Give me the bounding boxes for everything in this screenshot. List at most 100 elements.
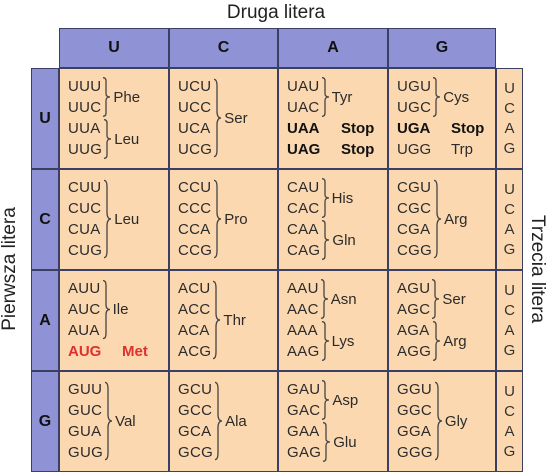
- amino-acid: Ile: [112, 301, 129, 318]
- brace: [102, 278, 111, 341]
- amino-acid: Gln: [332, 231, 356, 249]
- codon-list: GAU GAC: [287, 379, 320, 421]
- third-letter: A: [504, 422, 515, 440]
- codon: CGU: [397, 179, 432, 196]
- codon-group: CAU CAC His: [287, 177, 383, 219]
- codon-groups: UAU UAC Tyr UAA Stop UAG Stop: [287, 76, 383, 164]
- codon-group: GCU GCC GCA GCG Ala: [178, 379, 273, 463]
- third-letter: G: [503, 442, 516, 460]
- brace-icon: [321, 219, 330, 261]
- codon: UGC: [397, 99, 432, 116]
- brace-icon: [433, 177, 442, 261]
- brace: [321, 379, 330, 421]
- brace-icon: [213, 177, 222, 261]
- codon: UCG: [178, 141, 213, 158]
- brace-icon: [321, 320, 330, 362]
- brace: [104, 379, 113, 463]
- amino-acid: Ala: [225, 412, 247, 430]
- codon-groups: AAU AAC Asn AAA AAG Lys: [287, 278, 383, 366]
- amino-acid: Arg: [444, 210, 468, 228]
- codon: AGC: [397, 301, 431, 318]
- third-letter: A: [504, 321, 515, 339]
- codon-list: UUU UUC: [68, 76, 101, 118]
- codon-list: CCU CCC CCA CCG: [178, 177, 212, 261]
- codon-group: GUU GUC GUA GUG Val: [68, 379, 164, 463]
- codon: CCU: [178, 179, 212, 196]
- amino-acid: Stop: [341, 120, 375, 137]
- amino-acid: Leu: [114, 210, 140, 228]
- codon-groups: ACU ACC ACA ACG Thr: [178, 278, 273, 366]
- codon-group: GAA GAG Glu: [287, 421, 383, 463]
- second-letter-header: U: [59, 28, 169, 68]
- third-letter: A: [504, 220, 515, 238]
- third-letter: G: [503, 240, 516, 258]
- codon: ACU: [178, 280, 211, 297]
- brace: [320, 278, 329, 320]
- third-letter: U: [504, 382, 515, 400]
- codon: AGA: [397, 322, 430, 339]
- codon-cell: AGU AGC Ser AGA AGG Arg: [388, 270, 496, 371]
- codon-groups: GCU GCC GCA GCG Ala: [178, 379, 273, 467]
- codon-list: GGU GGC GGA GGG: [397, 379, 433, 463]
- codon-groups: AGU AGC Ser AGA AGG Arg: [397, 278, 491, 366]
- codon: GGU: [397, 381, 433, 398]
- codon-groups: AUU AUC AUA Ile AUG Met: [68, 278, 164, 366]
- codon-list: AGU AGC: [397, 278, 430, 320]
- third-letter: A: [504, 119, 515, 137]
- codon-group: AAU AAC Asn: [287, 278, 383, 320]
- codon: GCA: [178, 423, 212, 440]
- codon: AAA: [287, 322, 318, 339]
- brace: [432, 320, 441, 362]
- second-letter-header: G: [388, 28, 496, 68]
- brace-icon: [104, 379, 113, 463]
- codon-list: AAU AAC: [287, 278, 319, 320]
- first-letter-header: A: [31, 270, 59, 371]
- codon: CUG: [68, 242, 103, 259]
- second-letter-label: Druga litera: [226, 2, 326, 23]
- brace-icon: [434, 379, 443, 463]
- codon: CUC: [68, 200, 102, 217]
- codon: ACG: [178, 343, 212, 360]
- amino-acid: Tyr: [331, 88, 353, 106]
- brace: [321, 320, 330, 362]
- amino-acid: Thr: [223, 311, 246, 329]
- codon: UAA: [287, 120, 320, 137]
- brace: [103, 118, 112, 160]
- codon-group: CGU CGC CGA CGG Arg: [397, 177, 491, 261]
- codon-list: GUU GUC GUA GUG: [68, 379, 103, 463]
- brace: [322, 421, 331, 463]
- codon: AUA: [68, 322, 100, 339]
- codon-cell: AUU AUC AUA Ile AUG Met: [59, 270, 169, 371]
- third-letter: U: [504, 180, 515, 198]
- codon-groups: UGU UGC Cys UGA Stop UGG Trp: [397, 76, 491, 164]
- brace-icon: [321, 76, 330, 118]
- codon: UGU: [397, 78, 432, 95]
- codon: GUG: [68, 444, 104, 461]
- brace-icon: [432, 76, 441, 118]
- third-letter: U: [504, 281, 515, 299]
- codon: UAC: [287, 99, 320, 116]
- codon-row: UGG Trp: [397, 139, 491, 160]
- codon-group: CUU CUC CUA CUG Leu: [68, 177, 164, 261]
- codon-cell: AAU AAC Asn AAA AAG Lys: [278, 270, 388, 371]
- codon: AUG: [68, 343, 102, 360]
- third-letter: C: [504, 99, 515, 117]
- third-letter: G: [503, 341, 516, 359]
- codon: UUG: [68, 141, 103, 158]
- codon: GUC: [68, 402, 103, 419]
- codon-group: AUU AUC AUA Ile: [68, 278, 164, 341]
- codon: UAG: [287, 141, 321, 158]
- codon-group: UUU UUC Phe: [68, 76, 164, 118]
- brace-icon: [212, 278, 221, 362]
- codon-list: AAA AAG: [287, 320, 320, 362]
- amino-acid: Lys: [331, 332, 355, 350]
- codon: GAG: [287, 444, 322, 461]
- codon-groups: CAU CAC His CAA CAG Gln: [287, 177, 383, 265]
- codon-groups: UCU UCC UCA UCG Ser: [178, 76, 273, 164]
- codon: GCG: [178, 444, 214, 461]
- codon: CUA: [68, 221, 101, 238]
- codon: GGC: [397, 402, 433, 419]
- codon-list: ACU ACC ACA ACG: [178, 278, 211, 362]
